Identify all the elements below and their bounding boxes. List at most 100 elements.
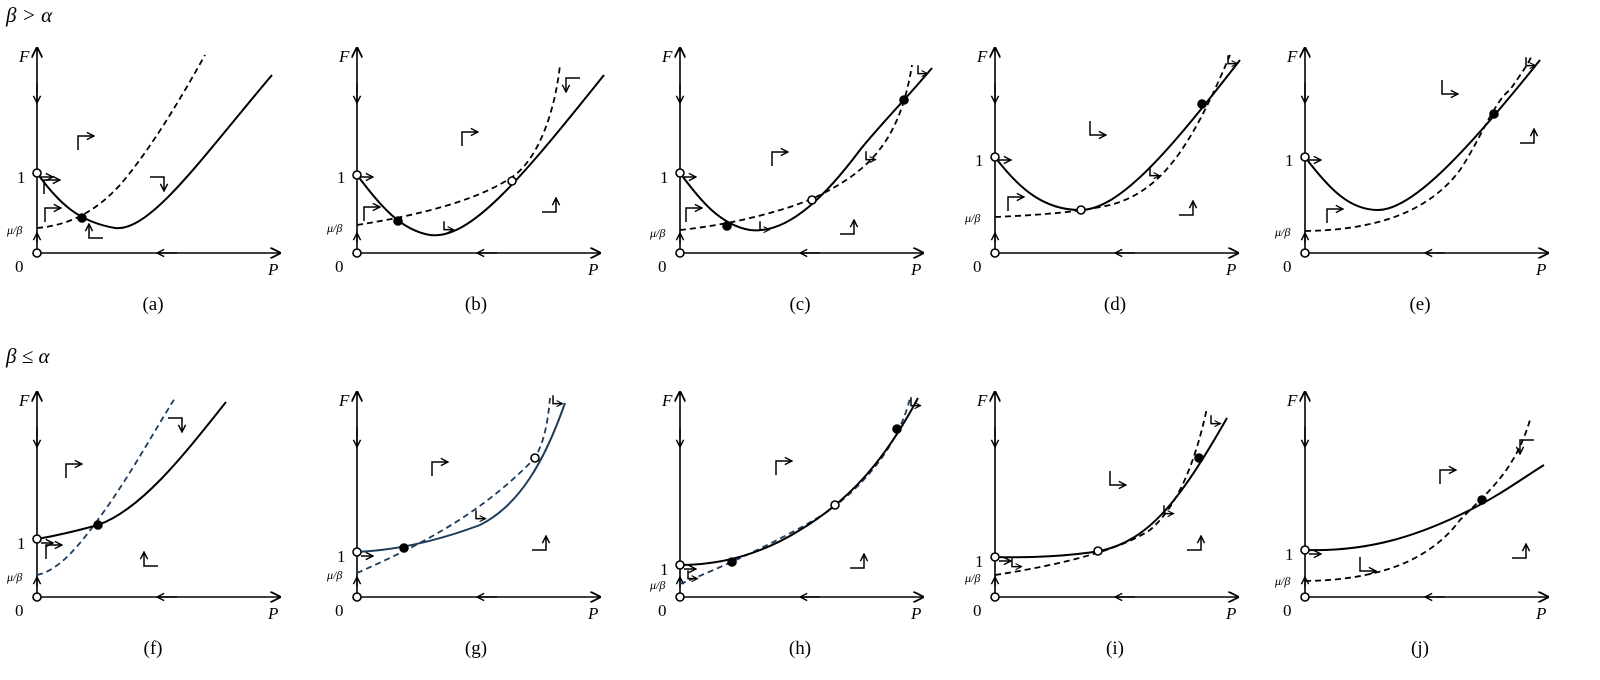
direction-arrow: [1187, 536, 1201, 551]
x-axis-label: P: [267, 260, 278, 279]
direction-arrow: [1109, 471, 1126, 485]
panel-caption: (h): [789, 638, 811, 659]
unstable-equilibrium: [32, 168, 42, 178]
direction-arrow: [552, 395, 563, 403]
direction-arrow: [1359, 557, 1376, 571]
nullcline-dashed: [679, 64, 913, 231]
origin-label: 0: [15, 601, 24, 620]
direction-arrow: [542, 198, 556, 213]
unstable-equilibrium: [1300, 592, 1310, 602]
row-heading-bottom: β ≤ α: [5, 344, 50, 368]
direction-arrow: [685, 208, 702, 222]
unstable-equilibrium: [32, 248, 42, 258]
nullcline-solid: [679, 67, 933, 232]
stable-equilibrium: [77, 213, 87, 223]
unstable-equilibrium: [1300, 152, 1310, 162]
unstable-equilibrium: [675, 248, 685, 258]
direction-arrow: [1525, 57, 1536, 65]
panel-caption: (b): [465, 294, 487, 315]
tick-label-mu-beta: μ/β: [1274, 574, 1290, 588]
direction-arrow: [150, 176, 164, 191]
nullcline-dashed: [36, 54, 206, 229]
tick-label-one: 1: [660, 560, 669, 579]
tick-label-one: 1: [1285, 545, 1294, 564]
x-axis-label: P: [910, 604, 921, 623]
stable-equilibrium: [727, 557, 737, 567]
origin-label: 0: [1283, 257, 1292, 276]
origin-label: 0: [15, 257, 24, 276]
direction-arrow: [1163, 505, 1174, 513]
panel-a: F P 0 1 μ/β (a): [6, 47, 280, 315]
direction-arrow: [1520, 129, 1534, 144]
tick-label-one: 1: [660, 168, 669, 187]
panel-i: F P 0 1μ/β (i): [964, 391, 1238, 659]
origin-label: 0: [335, 257, 344, 276]
direction-arrow: [77, 136, 94, 150]
stable-equilibrium: [1197, 99, 1207, 109]
direction-arrow: [144, 552, 158, 567]
tick-label-one: 1: [1285, 151, 1294, 170]
panel-b: F P 0 1 μ/β (b): [326, 47, 605, 315]
unstable-equilibrium: [352, 547, 362, 557]
unstable-equilibrium: [1076, 205, 1086, 215]
direction-arrow: [363, 207, 380, 221]
nullcline-solid: [356, 74, 605, 237]
panel-caption: (f): [144, 638, 163, 659]
nullcline-dashed: [36, 397, 176, 576]
row-heading-top: β > α: [5, 3, 53, 27]
panel-caption: (a): [142, 294, 163, 315]
nullcline-dashed: [1304, 419, 1531, 582]
panel-d: F P 0 1 μ/β (d): [964, 47, 1241, 315]
direction-arrow: [771, 152, 788, 166]
direction-arrow: [1210, 415, 1221, 423]
nullcline-dashed: [994, 54, 1231, 218]
panel-e: F P 0 1 μ/β (e): [1274, 47, 1548, 315]
direction-arrow: [865, 151, 876, 159]
tick-label-mu-beta: μ/β: [6, 570, 22, 584]
direction-arrow: [1520, 439, 1534, 454]
unstable-equilibrium: [1300, 545, 1310, 555]
nullcline-solid: [994, 417, 1228, 559]
tick-label-mu-beta: μ/β: [649, 578, 665, 592]
unstable-equilibrium: [352, 248, 362, 258]
direction-arrow: [566, 77, 580, 92]
direction-arrow: [43, 180, 60, 194]
x-axis-label: P: [587, 604, 598, 623]
panel-g: F P 0 1 μ/β (g): [326, 391, 600, 659]
unstable-equilibrium: [990, 552, 1000, 562]
unstable-equilibrium: [990, 248, 1000, 258]
direction-arrow: [168, 417, 182, 432]
panel-j: F P 0 1 μ/β (j): [1274, 391, 1548, 659]
unstable-equilibrium: [352, 592, 362, 602]
unstable-equilibrium: [32, 534, 42, 544]
nullcline-solid: [1304, 464, 1545, 552]
tick-label-one: 1: [17, 168, 26, 187]
direction-arrow: [775, 461, 792, 475]
direction-arrow: [45, 545, 62, 559]
direction-arrow: [1007, 197, 1024, 211]
y-axis-label: F: [18, 391, 30, 410]
x-axis-label: P: [1225, 260, 1236, 279]
origin-label: 0: [658, 601, 667, 620]
nullcline-dashed: [994, 407, 1208, 576]
origin-label: 0: [1283, 601, 1292, 620]
origin-label: 0: [973, 601, 982, 620]
stable-equilibrium: [722, 221, 732, 231]
direction-arrow: [910, 397, 921, 405]
tick-label-one: 1: [975, 552, 984, 571]
panel-caption: (e): [1409, 294, 1430, 315]
panel-caption: (i): [1106, 638, 1124, 659]
x-axis-label: P: [1535, 604, 1546, 623]
y-axis-label: F: [1286, 47, 1298, 66]
stable-equilibrium: [892, 424, 902, 434]
direction-arrow: [461, 132, 478, 146]
unstable-equilibrium: [990, 152, 1000, 162]
tick-label-mu-beta: μ/β: [964, 211, 980, 225]
y-axis-label: F: [18, 47, 30, 66]
stable-equilibrium: [1194, 453, 1204, 463]
x-axis-label: P: [1535, 260, 1546, 279]
direction-arrow: [65, 464, 82, 478]
stable-equilibrium: [1477, 495, 1487, 505]
direction-arrow: [1089, 121, 1106, 135]
panel-f: F P 0 1 μ/β (f): [6, 391, 280, 659]
